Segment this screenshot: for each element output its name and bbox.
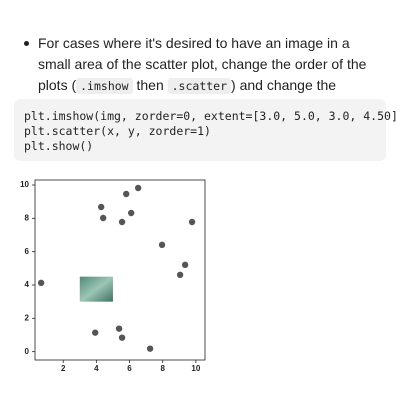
point [97,203,105,211]
code-line: plt.imshow(img, zorder=0, extent=[3.0, 5… [24,109,400,123]
point [115,325,123,332]
point [99,214,107,222]
point [158,241,166,249]
y-tick-label: 2 [25,313,30,322]
y-tick-label: 0 [25,347,30,356]
point [37,279,45,287]
bullet-dot [24,41,29,46]
point [118,218,126,226]
point [176,271,184,279]
y-tick-label: 4 [25,280,30,289]
x-tick-label: 10 [191,364,200,373]
y-tick-label: 6 [25,247,30,256]
scatter-chart: 2 4 6 8 10 0 2 4 6 8 10 [20,179,206,373]
x-tick-label: 2 [61,364,66,373]
point [146,345,154,352]
point [134,184,142,192]
point [118,334,126,341]
x-tick-label: 6 [127,364,132,373]
x-tick-label: 8 [160,364,165,373]
y-tick-label: 10 [20,180,29,189]
image [79,276,113,302]
x-tick-label: 4 [94,364,99,373]
point [188,218,196,226]
code-line: plt.scatter(x, y, zorder=1) [24,124,211,138]
y-tick-label: 8 [25,213,30,222]
text: then [132,77,168,93]
point [92,329,99,336]
inline-code: .scatter [167,78,232,94]
inline-code: .imshow [76,78,133,94]
code-line: plt.show() [24,139,94,153]
text: For cases where it's desired to have an … [38,35,367,93]
code-block: plt.imshow(img, zorder=0, extent=[3.0, 5… [14,99,400,161]
point [127,209,135,217]
point [123,190,130,198]
axes-frame [34,179,206,361]
bullet-text: For cases where it's desired to have an … [38,33,383,119]
point [181,261,189,269]
text: ) and change the [231,77,337,93]
